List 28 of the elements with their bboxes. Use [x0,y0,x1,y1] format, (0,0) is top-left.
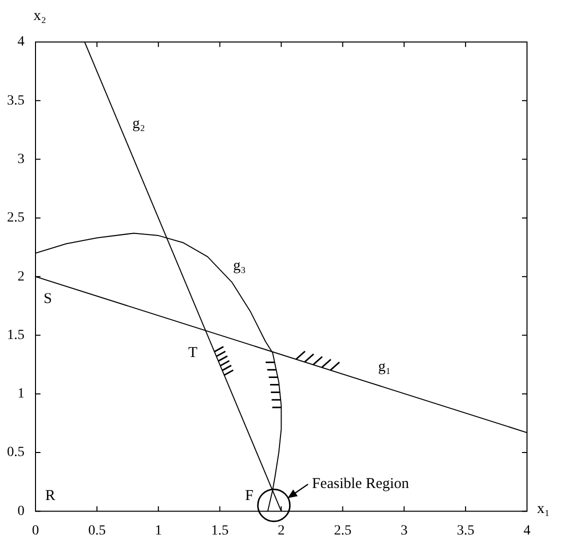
y-tick-label: 2.5 [7,210,24,226]
series-label: g₃ [233,258,246,274]
annotation: F [245,488,254,504]
x-tick-label: 1.5 [211,523,229,538]
series-label: g₁ [378,358,391,375]
x-tick-label: 4 [524,523,530,538]
y-tick-label: 4 [18,34,24,50]
x-tick-label: 0.5 [88,523,106,538]
x-tick-label: 3.5 [456,523,474,538]
x-tick-label: 2 [278,523,285,538]
x-tick-label: 2.5 [334,523,352,538]
x-tick-label: 1 [154,523,162,538]
y-axis-title: x₂ [34,8,46,24]
annotation: T [188,344,198,361]
y-tick-label: 2 [18,269,24,284]
x-tick-label: 3 [400,523,408,538]
annotation: R [45,488,56,504]
y-tick-label: 1 [18,386,24,402]
x-axis-title: x₁ [537,501,550,518]
y-tick-label: 0.5 [7,445,24,460]
y-tick-label: 3.5 [7,93,24,108]
y-tick-label: 3 [18,152,24,167]
y-tick-label: 1.5 [7,328,24,343]
x-tick-label: 0 [32,523,39,538]
annotation: Feasible Region [312,476,410,492]
series-label: g₂ [132,116,146,132]
annotation: S [44,290,52,307]
y-tick-label: 0 [18,504,24,519]
